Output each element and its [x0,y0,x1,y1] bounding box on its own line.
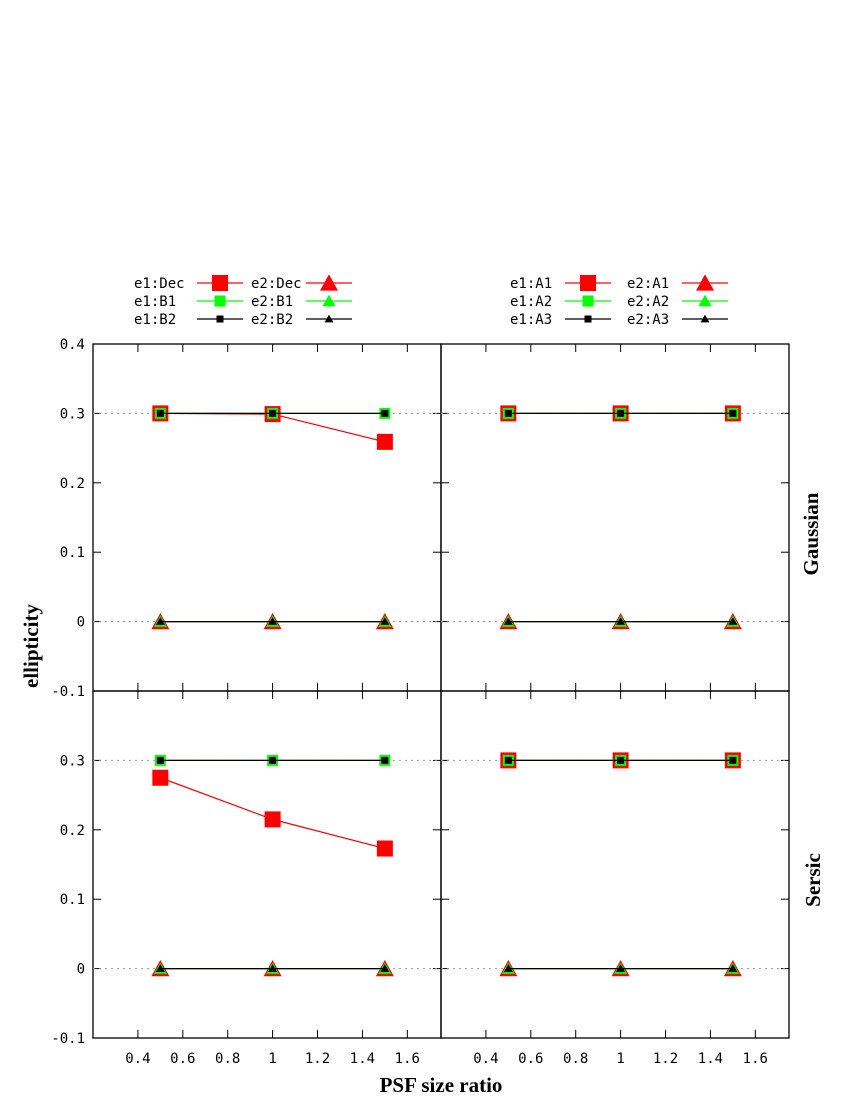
data-point-e1-a3 [617,756,625,764]
legend-marker-e1-a2 [582,295,594,307]
y-tick-label: 0 [77,962,85,978]
data-point-e2-a3 [503,964,513,972]
legend-marker-e2-a1 [696,274,714,291]
data-point-e1-b2 [381,756,389,764]
data-point-e2-b2 [268,964,278,972]
x-tick-label: 0.8 [215,1051,240,1067]
legend-label-e2-dec: e2:Dec [251,276,302,292]
legend-marker-e1-dec [212,275,228,291]
legend-label-e1-b2: e1:B2 [134,312,176,328]
legend-label-e1-dec: e1:Dec [134,276,185,292]
x-tick-label: 1.4 [350,1051,375,1067]
legend-marker-e2-a3 [700,314,710,323]
y-tick-label: -0.1 [51,1031,85,1047]
data-point-e2-a3 [503,617,513,625]
data-point-e2-b2 [155,964,165,972]
data-point-e1-dec [376,840,393,857]
data-point-e1-dec [376,433,393,450]
y-tick-label: -0.1 [51,684,85,700]
data-point-e1-a3 [729,409,737,417]
x-tick-label: 0.8 [563,1051,588,1067]
data-point-e1-b2 [156,409,164,417]
data-point-e1-dec [264,811,281,828]
y-tick-label: 0.2 [60,476,85,492]
x-axis-label: PSF size ratio [380,1073,503,1097]
data-point-e1-b2 [156,756,164,764]
data-point-e1-a3 [504,756,512,764]
legend-marker-e2-a2 [698,294,712,307]
legend-marker-e1-b1 [214,295,226,307]
data-point-e1-b2 [269,409,277,417]
x-tick-label: 0.6 [170,1051,195,1067]
x-tick-label: 1.6 [395,1051,420,1067]
data-point-e1-a3 [729,756,737,764]
panel-frame-sersic-right [440,690,790,1039]
data-point-e1-b2 [269,756,277,764]
x-tick-label: 1.4 [698,1051,723,1067]
data-point-e1-dec [152,769,169,786]
data-point-e2-a3 [616,617,626,625]
panel-frame-gaussian-right [440,343,790,692]
row-label-gaussian: Gaussian [799,492,823,575]
y-tick-label: 0 [77,615,85,631]
x-tick-label: 1.6 [743,1051,768,1067]
y-tick-label: 0.2 [60,823,85,839]
data-point-e2-a3 [728,964,738,972]
data-point-e2-a3 [728,617,738,625]
legend-label-e2-b2: e2:B2 [251,312,293,328]
legend-marker-e2-dec [320,274,338,291]
y-tick-label: 0.3 [60,406,85,422]
legend-label-e1-b1: e1:B1 [134,294,176,310]
legend-marker-e1-b2 [216,315,224,323]
legend-label-e1-a2: e1:A2 [510,294,552,310]
legend-label-e2-a3: e2:A3 [627,312,669,328]
legend-label-e2-a2: e2:A2 [627,294,669,310]
legend-marker-e2-b2 [324,314,334,323]
row-label-sersic: Sersic [801,853,825,907]
data-point-e2-b2 [155,617,165,625]
y-tick-label: 0.1 [60,545,85,561]
legend-label-e1-a1: e1:A1 [510,276,552,292]
legend-label-e2-b1: e2:B1 [251,294,293,310]
x-tick-label: 1.2 [305,1051,330,1067]
y-tick-label: 0.1 [60,892,85,908]
legend-marker-e1-a1 [580,275,596,291]
legend-marker-e2-b1 [322,294,336,307]
data-point-e2-b2 [268,617,278,625]
x-tick-label: 1 [616,1051,624,1067]
data-point-e2-a3 [616,964,626,972]
legend-label-e2-a1: e2:A1 [627,276,669,292]
data-point-e1-b2 [381,409,389,417]
x-tick-label: 0.4 [125,1051,150,1067]
y-tick-label: 0.4 [60,337,85,353]
data-point-e1-a3 [617,409,625,417]
x-tick-label: 0.6 [518,1051,543,1067]
data-point-e2-b2 [380,964,390,972]
legend-marker-e1-a3 [584,315,592,323]
data-point-e1-a3 [504,409,512,417]
x-tick-label: 0.4 [473,1051,498,1067]
x-tick-label: 1.2 [653,1051,678,1067]
legend-label-e1-a3: e1:A3 [510,312,552,328]
y-axis-label: ellipticity [19,604,43,688]
x-tick-label: 1 [268,1051,276,1067]
panel-frame-gaussian-left [92,343,442,692]
y-tick-label: 0.3 [60,753,85,769]
panel-frame-sersic-left [92,690,442,1039]
data-point-e2-b2 [380,617,390,625]
